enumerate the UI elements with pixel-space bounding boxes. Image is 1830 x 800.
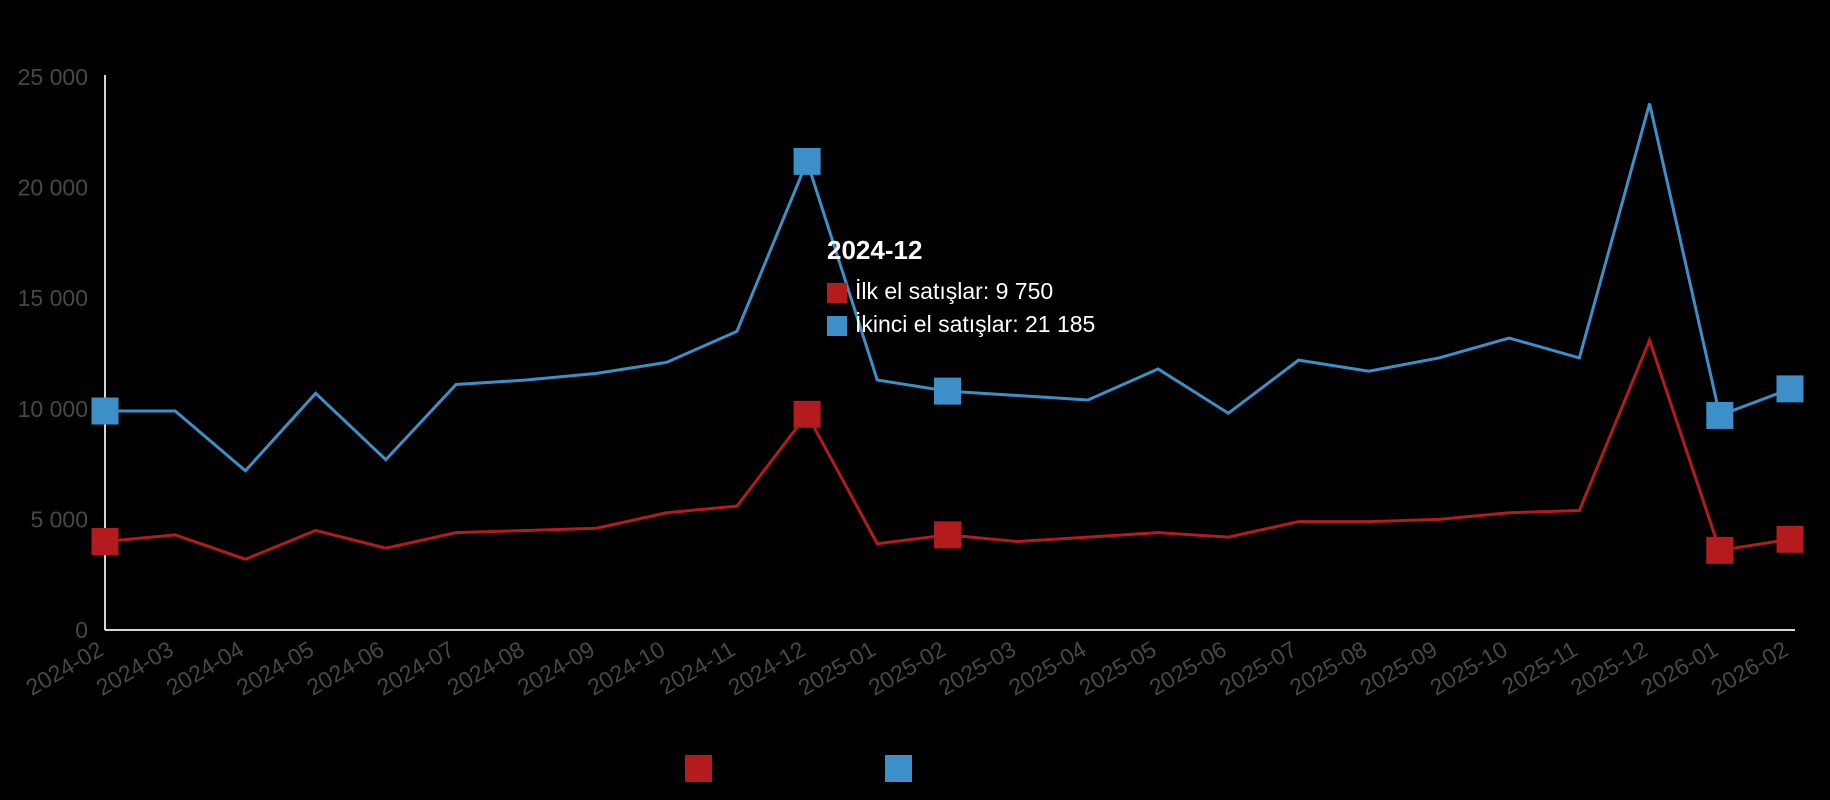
svg-text:25 000: 25 000 bbox=[18, 64, 88, 90]
svg-text:20 000: 20 000 bbox=[18, 175, 88, 201]
svg-text:5 000: 5 000 bbox=[30, 506, 88, 532]
svg-text:2024-12: 2024-12 bbox=[827, 235, 922, 265]
svg-text:10 000: 10 000 bbox=[18, 396, 88, 422]
svg-text:0: 0 bbox=[75, 617, 88, 643]
svg-text:15 000: 15 000 bbox=[18, 285, 88, 311]
svg-text:İlk el satışlar: 9 750: İlk el satışlar: 9 750 bbox=[855, 278, 1053, 304]
svg-text:İkinci el satışlar: 21 185: İkinci el satışlar: 21 185 bbox=[855, 311, 1095, 337]
